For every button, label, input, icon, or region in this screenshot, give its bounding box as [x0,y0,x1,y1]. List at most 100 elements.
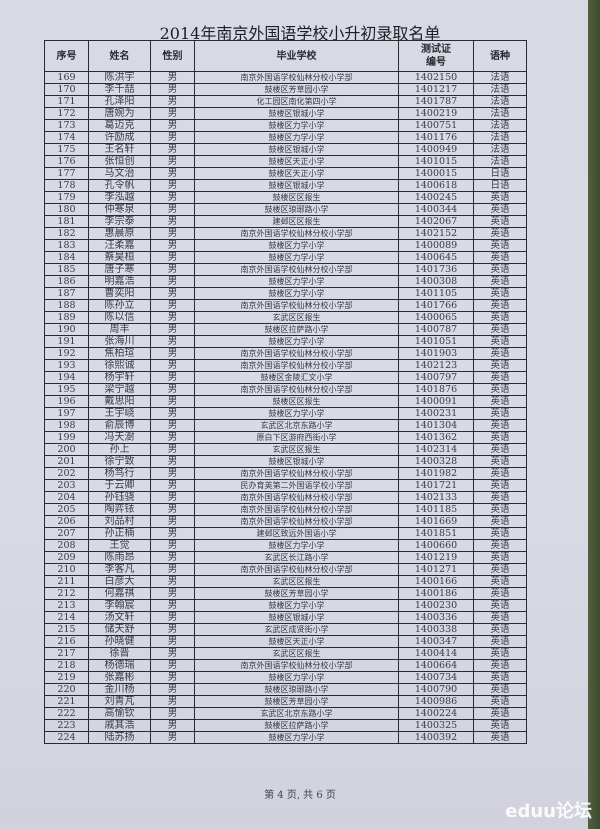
cell-name: 孔泽阳 [88,95,151,108]
cell-no: 207 [44,527,89,540]
cell-no: 187 [44,287,89,300]
cell-language: 英语 [473,335,527,348]
cell-name: 白彦大 [88,575,151,588]
table-row: 183 汪柔嘉男鼓楼区力学小学 1400089 英语 [44,239,527,252]
cell-test-id: 1401736 [398,263,474,276]
header-test-id: 测试证 编号 [398,40,474,72]
cell-name: 唐婉为 [88,107,151,120]
cell-gender: 男 [150,311,195,324]
cell-gender: 男 [150,599,195,612]
cell-test-id: 1400414 [398,647,474,660]
cell-school: 化工园区南化第四小学 [194,95,399,108]
cell-language: 英语 [473,419,527,432]
cell-school: 南京外国语学校仙林分校小学部 [194,563,399,576]
table-row: 199 冯天澍男原白下区游府西街小学 1401362 英语 [44,431,527,444]
cell-language: 英语 [473,251,527,264]
cell-no: 174 [44,131,89,144]
cell-language: 英语 [473,599,527,612]
header-no: 序号 [44,40,89,72]
header-language: 语种 [473,40,527,72]
cell-school: 鼓楼区区报生 [194,395,399,408]
cell-name: 戴思阳 [88,395,151,408]
cell-language: 英语 [473,707,527,720]
cell-school: 玄武区北京东路小学 [194,707,399,720]
cell-test-id: 1400797 [398,371,474,384]
cell-language: 英语 [473,623,527,636]
cell-test-id: 1400392 [398,731,474,744]
cell-language: 英语 [473,203,527,216]
cell-name: 唐子寒 [88,263,151,276]
cell-gender: 男 [150,383,195,396]
cell-name: 徐晋 [88,647,151,660]
cell-no: 222 [44,707,89,720]
cell-school: 玄武区长江路小学 [194,551,399,564]
cell-test-id: 1400166 [398,575,474,588]
cell-school: 玄武区区报生 [194,647,399,660]
cell-language: 英语 [473,659,527,672]
cell-no: 171 [44,95,89,108]
cell-language: 英语 [473,731,527,744]
cell-language: 英语 [473,683,527,696]
cell-language: 英语 [473,455,527,468]
cell-gender: 男 [150,407,195,420]
cell-test-id: 1400230 [398,599,474,612]
cell-name: 戚其浩 [88,719,151,732]
cell-gender: 男 [150,551,195,564]
cell-name: 蔡昊桓 [88,251,151,264]
cell-language: 法语 [473,107,527,120]
cell-gender: 男 [150,179,195,192]
table-row: 224 陆苏扬男鼓楼区力学小学 1400392 英语 [44,731,527,744]
cell-name: 李宗泰 [88,215,151,228]
cell-no: 205 [44,503,89,516]
cell-name: 王觉 [88,539,151,552]
cell-no: 177 [44,167,89,180]
cell-gender: 男 [150,479,195,492]
cell-test-id: 1401185 [398,503,474,516]
cell-test-id: 1400344 [398,203,474,216]
cell-gender: 男 [150,659,195,672]
cell-no: 194 [44,371,89,384]
cell-school: 鼓楼区力学小学 [194,407,399,420]
cell-language: 英语 [473,551,527,564]
cell-name: 李客凡 [88,563,151,576]
cell-school: 玄武区北京东路小学 [194,419,399,432]
cell-gender: 男 [150,203,195,216]
table-row: 202 杨笃行男南京外国语学校仙林分校小学部 1401982 英语 [44,467,527,480]
cell-school: 南京外国语学校仙林分校小学部 [194,71,399,84]
cell-school: 南京外国语学校仙林分校小学部 [194,227,399,240]
table-row: 206 刘品村男南京外国语学校仙林分校小学部 1401669 英语 [44,515,527,528]
table-row: 170 李千喆男鼓楼区芳草园小学 1401217 法语 [44,83,527,96]
cell-test-id: 1401271 [398,563,474,576]
cell-test-id: 1400790 [398,683,474,696]
cell-test-id: 1401669 [398,515,474,528]
cell-school: 南京外国语学校仙林分校小学部 [194,491,399,504]
cell-gender: 男 [150,167,195,180]
table-row: 194 杨宇轩男鼓楼区金陵汇文小学 1400797 英语 [44,371,527,384]
cell-test-id: 1401982 [398,467,474,480]
cell-language: 法语 [473,83,527,96]
cell-school: 鼓楼区芳草园小学 [194,83,399,96]
cell-name: 周丰 [88,323,151,336]
cell-test-id: 1402150 [398,71,474,84]
cell-gender: 男 [150,131,195,144]
table-row: 201 徐宁致男鼓楼区银城小学 1400328 英语 [44,455,527,468]
cell-no: 191 [44,335,89,348]
table-row: 223 戚其浩男鼓楼区拉萨路小学 1400325 英语 [44,719,527,732]
cell-no: 200 [44,443,89,456]
table-row: 218 杨德瑞男南京外国语学校仙林分校小学部 1400664 英语 [44,659,527,672]
cell-test-id: 1400734 [398,671,474,684]
cell-language: 英语 [473,275,527,288]
cell-language: 法语 [473,71,527,84]
table-row: 178 孔令帆男鼓楼区银城小学 1400618 日语 [44,179,527,192]
cell-name: 冯天澍 [88,431,151,444]
cell-language: 英语 [473,431,527,444]
cell-gender: 男 [150,527,195,540]
cell-language: 英语 [473,371,527,384]
cell-gender: 男 [150,671,195,684]
cell-no: 210 [44,563,89,576]
cell-no: 195 [44,383,89,396]
cell-school: 南京外国语学校仙林分校小学部 [194,383,399,396]
cell-school: 鼓楼区芳草园小学 [194,695,399,708]
cell-name: 孙上 [88,443,151,456]
cell-name: 徐熙诚 [88,359,151,372]
